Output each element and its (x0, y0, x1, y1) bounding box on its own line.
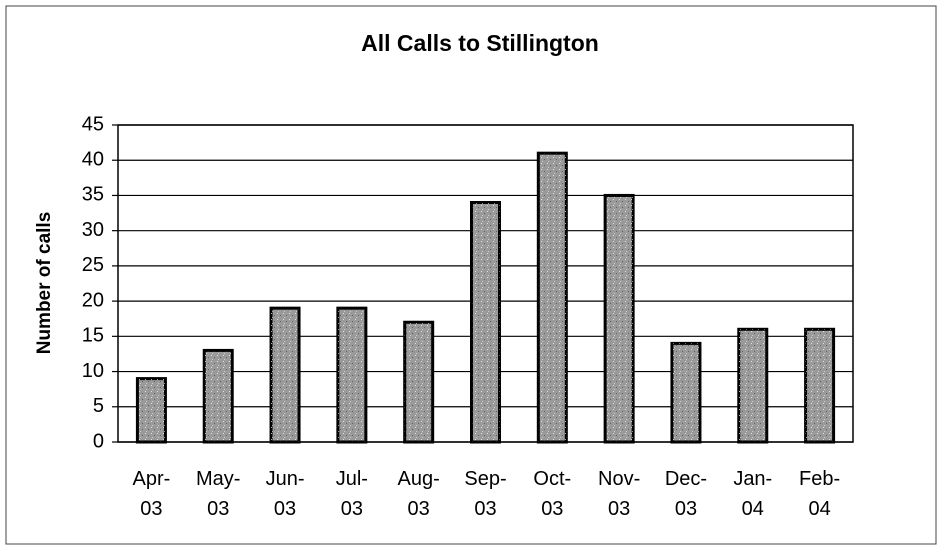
x-tick-label-line: 03 (541, 498, 563, 520)
chart-border (5, 5, 937, 545)
y-tick-label: 5 (93, 395, 104, 417)
x-tick-label: Nov- 03 (598, 468, 640, 520)
y-tick-label: 25 (82, 254, 104, 276)
x-tick-label-line: 03 (207, 498, 229, 520)
bar-texture (404, 322, 433, 442)
x-tick-label: May- 03 (196, 468, 240, 520)
x-tick-label-line: Jul- (336, 468, 368, 490)
x-tick-label-line: Feb- (799, 468, 840, 490)
bar-texture (671, 343, 700, 442)
bar-texture (471, 202, 500, 442)
x-tick-label-line: 03 (341, 498, 363, 520)
x-tick-label: Apr- 03 (133, 468, 171, 520)
y-tick-label: 20 (82, 289, 104, 311)
x-tick-label: Jul- 03 (336, 468, 368, 520)
x-tick-label: Aug- 03 (398, 468, 440, 520)
bar-texture (605, 195, 634, 442)
x-tick-label-line: Aug- (398, 468, 440, 490)
y-tick-label: 30 (82, 219, 104, 241)
x-tick-label-line: Oct- (533, 468, 571, 490)
x-tick-label-line: Sep- (464, 468, 506, 490)
x-tick-label-line: 03 (675, 498, 697, 520)
bar-texture (538, 153, 567, 442)
y-tick-label: 40 (82, 149, 104, 171)
x-tick-label-line: Nov- (598, 468, 640, 490)
x-tick-label: Dec- 03 (665, 468, 707, 520)
x-tick-label-line: 03 (608, 498, 630, 520)
chart-title: All Calls to Stillington (361, 30, 599, 56)
bar-texture (204, 350, 233, 442)
x-tick-label-line: 04 (808, 498, 830, 520)
bar-texture (738, 329, 767, 442)
x-tick-label: Jun- 03 (266, 468, 305, 520)
x-tick-label-line: 04 (742, 498, 764, 520)
x-tick-label-line: May- (196, 468, 240, 490)
x-tick-label: Feb- 04 (799, 468, 840, 520)
x-tick-label-line: Jan- (733, 468, 772, 490)
x-tick-label: Oct- 03 (533, 468, 571, 520)
bar-texture (271, 308, 300, 442)
x-tick-label-line: 03 (408, 498, 430, 520)
x-tick-label-line: 03 (274, 498, 296, 520)
bar-texture (337, 308, 366, 442)
x-tick-label: Sep- 03 (464, 468, 506, 520)
x-tick-label: Jan- 04 (733, 468, 772, 520)
x-tick-label-line: 03 (474, 498, 496, 520)
y-tick-label: 35 (82, 184, 104, 206)
y-axis-label: Number of calls (34, 212, 55, 355)
y-tick-label: 45 (82, 113, 104, 135)
bar-texture (137, 378, 166, 442)
y-tick-label: 0 (93, 430, 104, 452)
x-tick-label-line: 03 (140, 498, 162, 520)
x-tick-label-line: Jun- (266, 468, 305, 490)
x-tick-label-line: Apr- (133, 468, 171, 490)
bar-texture (805, 329, 834, 442)
y-tick-label: 15 (82, 325, 104, 347)
x-tick-label-line: Dec- (665, 468, 707, 490)
y-tick-label: 10 (82, 360, 104, 382)
